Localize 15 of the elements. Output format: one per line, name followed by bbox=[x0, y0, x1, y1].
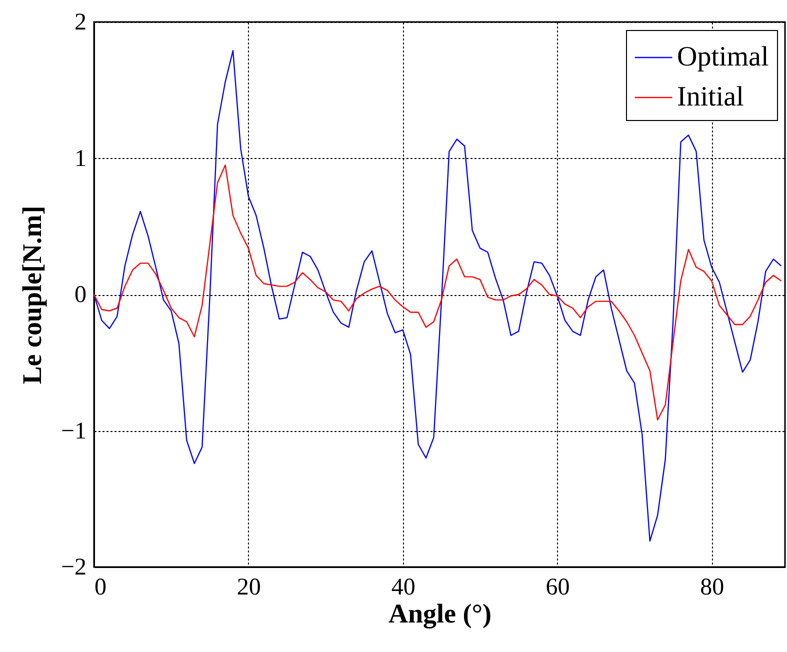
legend-label: Optimal bbox=[677, 42, 769, 72]
y-axis-title: Le couple[N.m] bbox=[16, 206, 47, 384]
y-tick-label: −1 bbox=[60, 418, 86, 444]
y-tick-label: 2 bbox=[74, 10, 86, 36]
legend-label: Initial bbox=[677, 82, 744, 112]
x-tick-label: 80 bbox=[700, 574, 724, 600]
x-tick-label: 60 bbox=[546, 574, 570, 600]
line-series bbox=[93, 164, 782, 420]
x-tick-label: 40 bbox=[391, 574, 416, 600]
x-axis-title: Angle (°) bbox=[388, 598, 492, 628]
y-tick-label: 0 bbox=[74, 282, 86, 308]
y-tick-label: −2 bbox=[60, 554, 86, 580]
x-tick-label: 0 bbox=[94, 574, 106, 600]
y-tick-label: 1 bbox=[74, 146, 86, 172]
x-tick-label: 20 bbox=[236, 574, 261, 600]
